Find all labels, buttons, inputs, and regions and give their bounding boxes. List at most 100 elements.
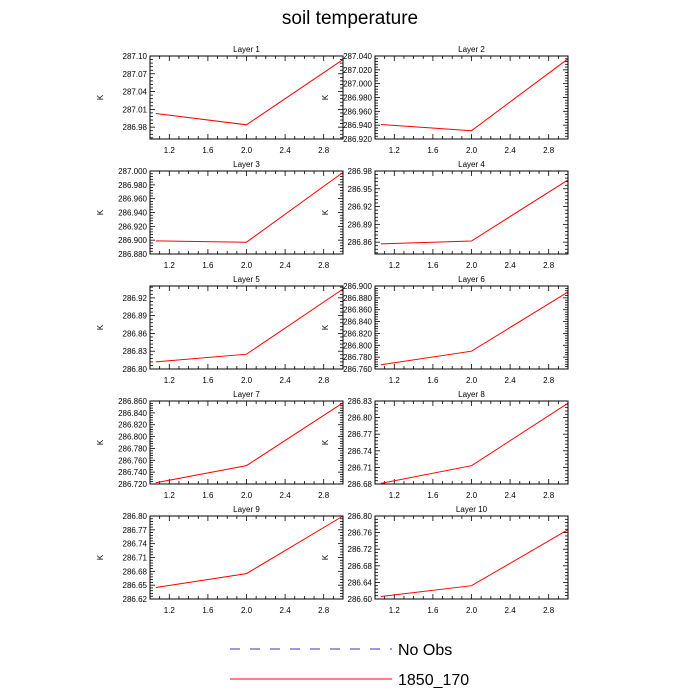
panel-6-line-1850_170 [380,291,569,366]
panel-10-xtick-label: 2.0 [466,606,478,615]
panel-5-ytick-label: 286.86 [123,329,148,338]
figure-title: soil temperature [281,8,419,29]
panel-7-line-1850_170 [155,402,344,484]
panel-2-xtick-label: 2.8 [543,146,555,155]
panel-5-ytick-label: 286.92 [123,294,148,303]
panel-7-xtick-label: 1.2 [164,491,176,500]
panel-9-xtick-label: 1.6 [202,606,214,615]
panel-8-ytick-label: 286.80 [348,414,373,423]
panel-2-frame [374,55,569,140]
panel-9-ytick-label: 286.71 [123,554,148,563]
panel-9-line-1850_170 [155,515,344,588]
panel-6-ytick-label: 286.900 [343,282,372,291]
panel-4-xtick-label: 2.8 [543,261,555,270]
panel-5-xtick-label: 1.2 [164,376,176,385]
panel-7-ytick-label: 286.760 [118,456,147,465]
panel-2-ytick-label: 286.940 [343,121,372,130]
panel-9-title: Layer 9 [233,505,260,514]
panel-8-xtick-label: 2.4 [505,491,517,500]
panel-3-ytick-label: 286.900 [118,236,147,245]
panel-8-xtick-label: 2.8 [543,491,555,500]
panel-2-ytick-label: 286.980 [343,94,372,103]
panel-6-xtick-label: 1.2 [389,376,401,385]
panel-7-ytick-label: 286.720 [118,480,147,489]
panel-2-line-1850_170 [380,58,569,132]
panel-10-xtick-label: 2.8 [543,606,555,615]
panel-1-ylabel: K [96,94,105,100]
panel-7-xtick-label: 2.4 [280,491,292,500]
panel-1-xtick-label: 1.2 [164,146,176,155]
panel-1-ytick-label: 287.04 [123,88,148,97]
panel-1-ytick-label: 286.98 [123,123,148,132]
panel-9-ytick-label: 286.80 [123,512,148,521]
panel-10-ytick-label: 286.72 [348,545,373,554]
panel-5-ytick-label: 286.80 [123,365,148,374]
panel-1-xtick-label: 2.0 [241,146,253,155]
panel-2-xtick-label: 2.4 [505,146,517,155]
panel-7-ytick-label: 286.820 [118,421,147,430]
panel-7-title: Layer 7 [233,390,260,399]
panel-1-xtick-label: 2.4 [280,146,292,155]
panel-10-xtick-label: 1.6 [427,606,439,615]
panel-5-xtick-label: 2.4 [280,376,292,385]
panel-7-ytick-label: 286.800 [118,433,147,442]
legend-label-2: 1850_170 [398,672,469,689]
panel-8-line-1850_170 [380,402,569,484]
panel-9-xtick-label: 2.8 [318,606,330,615]
panel-6-ytick-label: 286.760 [343,365,372,374]
panel-3-title: Layer 3 [233,160,260,169]
panel-10-xtick-label: 1.2 [389,606,401,615]
panel-9-ytick-label: 286.65 [123,581,148,590]
panel-5-ytick-label: 286.89 [123,312,148,321]
panel-3-frame [149,170,344,255]
panel-6-title: Layer 6 [458,275,485,284]
panel-10-ytick-label: 286.80 [348,512,373,521]
panel-3-ytick-label: 286.980 [118,181,147,190]
panel-9-ytick-label: 286.74 [123,540,148,549]
panel-9-frame [149,515,344,600]
panel-10-frame [374,515,569,600]
panel-4-title: Layer 4 [458,160,485,169]
panel-6-ytick-label: 286.880 [343,294,372,303]
panel-10-title: Layer 10 [456,505,488,514]
panel-6-ytick-label: 286.820 [343,329,372,338]
panel-3-ytick-label: 286.940 [118,209,147,218]
panel-2-ylabel: K [321,94,330,100]
panel-6-ytick-label: 286.840 [343,318,372,327]
panel-10-xtick-label: 2.4 [505,606,517,615]
panel-1-line-1850_170 [155,59,344,126]
panel-3-ytick-label: 286.920 [118,222,147,231]
panel-8-xtick-label: 1.2 [389,491,401,500]
panel-4-ytick-label: 286.95 [348,185,373,194]
panel-10-ytick-label: 286.64 [348,578,373,587]
panel-3-line-1850_170 [155,171,344,243]
panel-8-ytick-label: 286.74 [348,447,373,456]
panel-4-ytick-label: 286.98 [348,167,373,176]
panel-4-xtick-label: 2.0 [466,261,478,270]
panel-1-title: Layer 1 [233,45,260,54]
panel-7-xtick-label: 1.6 [202,491,214,500]
panel-2-ytick-label: 287.040 [343,52,372,61]
legend-label-1: No Obs [398,642,452,659]
panel-3-ytick-label: 287.000 [118,167,147,176]
panel-5-xtick-label: 2.0 [241,376,253,385]
panel-9-xtick-label: 1.2 [164,606,176,615]
panel-7-xtick-label: 2.0 [241,491,253,500]
panel-5-xtick-label: 2.8 [318,376,330,385]
panel-10-ytick-label: 286.68 [348,562,373,571]
panel-8-ylabel: K [321,439,330,445]
panel-7-ytick-label: 286.860 [118,397,147,406]
panel-6-ytick-label: 286.860 [343,306,372,315]
panel-9-ylabel: K [96,554,105,560]
panel-10-ytick-label: 286.76 [348,529,373,538]
panel-10-ytick-label: 286.60 [348,595,373,604]
panel-8-ytick-label: 286.68 [348,480,373,489]
panel-4-xtick-label: 1.6 [427,261,439,270]
panel-2-ytick-label: 286.960 [343,107,372,116]
panel-9-ytick-label: 286.77 [123,526,148,535]
panel-2-ytick-label: 286.920 [343,135,372,144]
panel-3-ylabel: K [96,209,105,215]
panel-1-ytick-label: 287.01 [123,105,148,114]
panel-6-xtick-label: 2.0 [466,376,478,385]
